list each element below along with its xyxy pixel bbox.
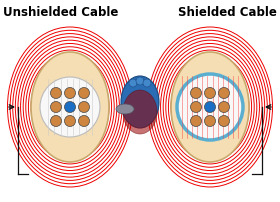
Circle shape bbox=[204, 88, 216, 99]
Circle shape bbox=[64, 116, 76, 127]
Circle shape bbox=[129, 80, 137, 87]
Ellipse shape bbox=[31, 53, 109, 162]
Text: Unshielded Cable: Unshielded Cable bbox=[3, 6, 118, 19]
Circle shape bbox=[218, 102, 230, 113]
Circle shape bbox=[50, 116, 62, 127]
Circle shape bbox=[190, 116, 202, 127]
Circle shape bbox=[78, 116, 90, 127]
Circle shape bbox=[136, 78, 144, 86]
Ellipse shape bbox=[171, 53, 249, 162]
Circle shape bbox=[218, 88, 230, 99]
Circle shape bbox=[204, 116, 216, 127]
Circle shape bbox=[50, 88, 62, 99]
Circle shape bbox=[78, 102, 90, 113]
Circle shape bbox=[204, 102, 216, 113]
Circle shape bbox=[177, 75, 243, 140]
Ellipse shape bbox=[121, 77, 159, 128]
Circle shape bbox=[64, 88, 76, 99]
Circle shape bbox=[143, 80, 151, 87]
Ellipse shape bbox=[123, 90, 157, 134]
Circle shape bbox=[218, 116, 230, 127]
Circle shape bbox=[78, 88, 90, 99]
Circle shape bbox=[190, 102, 202, 113]
Text: Shielded Cable: Shielded Cable bbox=[178, 6, 277, 19]
Ellipse shape bbox=[116, 104, 134, 115]
Circle shape bbox=[64, 102, 76, 113]
Circle shape bbox=[40, 78, 100, 137]
Circle shape bbox=[190, 88, 202, 99]
Circle shape bbox=[50, 102, 62, 113]
